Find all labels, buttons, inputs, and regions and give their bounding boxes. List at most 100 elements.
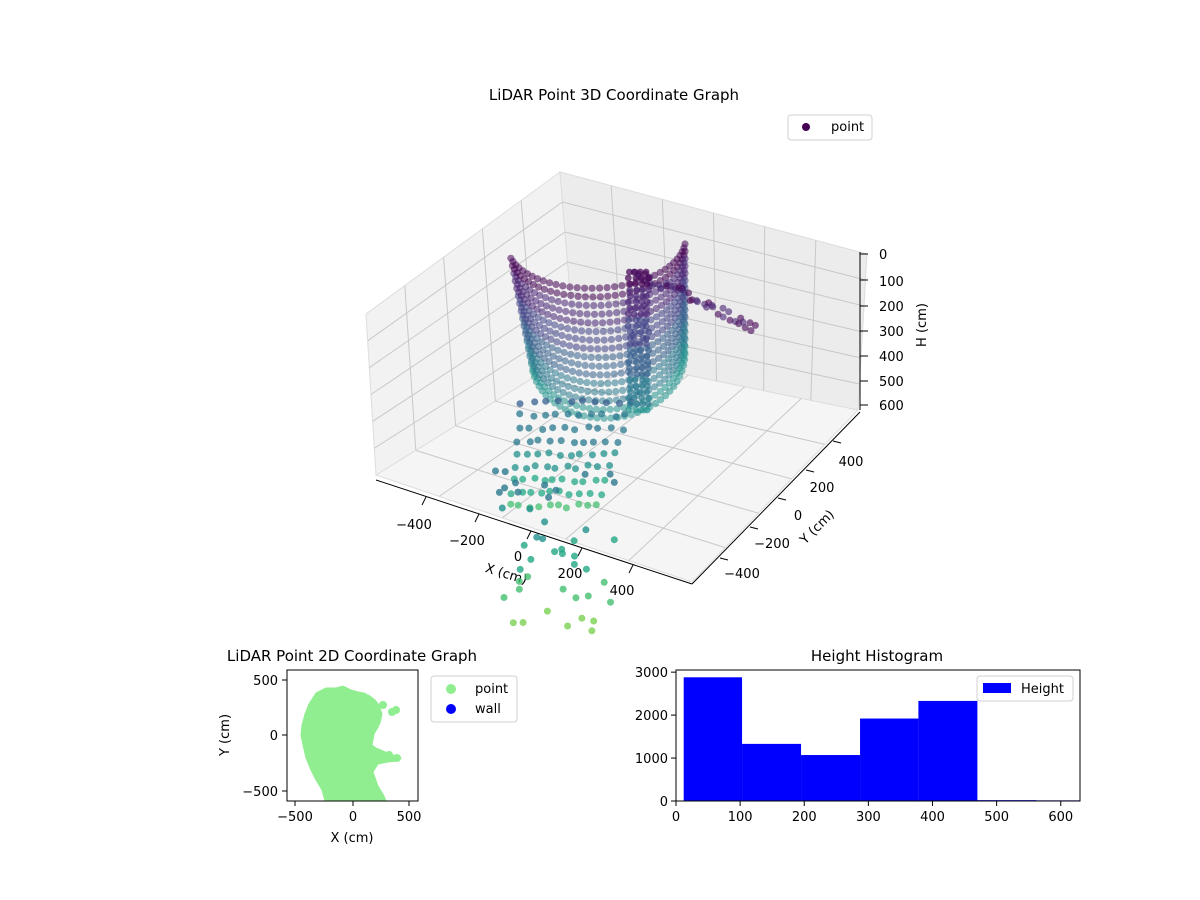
point-3d bbox=[611, 283, 619, 291]
point-3d bbox=[588, 451, 596, 459]
point-3d bbox=[536, 291, 544, 299]
point-3d bbox=[643, 310, 651, 318]
point-3d bbox=[643, 298, 651, 306]
point-3d bbox=[631, 328, 639, 336]
point-3d bbox=[614, 439, 622, 446]
point-3d bbox=[642, 268, 650, 276]
point-3d bbox=[552, 280, 560, 289]
point-3d bbox=[546, 327, 554, 335]
point-3d bbox=[596, 293, 605, 301]
x-axis-line bbox=[375, 479, 693, 585]
point-3d bbox=[592, 328, 600, 336]
point-3d bbox=[539, 535, 547, 543]
point-3d bbox=[513, 450, 521, 458]
point-3d bbox=[501, 468, 509, 476]
grid-line bbox=[369, 231, 566, 369]
point-3d bbox=[678, 367, 686, 375]
point-3d bbox=[681, 262, 689, 270]
point-3d bbox=[666, 387, 674, 395]
point-3d bbox=[566, 342, 574, 350]
point-3d bbox=[586, 336, 594, 344]
point-3d bbox=[541, 481, 549, 489]
x-tick-label: 600 bbox=[1048, 810, 1073, 825]
point-3d bbox=[633, 286, 641, 294]
point-3d bbox=[605, 301, 613, 309]
point-3d bbox=[681, 356, 689, 364]
point-3d bbox=[552, 329, 560, 337]
legend-2d-marker-wall bbox=[446, 704, 456, 714]
pane-floor bbox=[374, 351, 859, 583]
point-3d bbox=[630, 394, 638, 402]
point-3d bbox=[725, 308, 733, 316]
point-3d bbox=[636, 388, 644, 396]
point-3d bbox=[632, 406, 640, 414]
point-3d bbox=[651, 400, 660, 408]
point-3d bbox=[597, 380, 605, 388]
point-3d bbox=[507, 500, 515, 508]
point-3d bbox=[588, 362, 596, 370]
point-3d bbox=[681, 335, 689, 343]
point-3d bbox=[638, 370, 646, 378]
point-3d bbox=[520, 541, 528, 549]
point-3d bbox=[564, 462, 572, 470]
point-3d bbox=[617, 360, 625, 368]
point-3d bbox=[637, 328, 645, 336]
point-3d bbox=[685, 289, 693, 297]
point-3d bbox=[567, 291, 575, 300]
point-3d bbox=[681, 269, 689, 277]
point-3d bbox=[643, 406, 651, 414]
point-3d bbox=[645, 286, 653, 294]
plot-2d-title: LiDAR Point 2D Coordinate Graph bbox=[227, 647, 477, 665]
point-3d bbox=[643, 376, 650, 384]
point-3d bbox=[561, 299, 569, 307]
point-3d bbox=[626, 292, 634, 300]
point-3d bbox=[681, 240, 689, 248]
point-3d bbox=[624, 298, 632, 306]
y-tick-label: 400 bbox=[839, 455, 864, 470]
point-3d bbox=[556, 402, 564, 410]
grid-line bbox=[455, 425, 759, 514]
point-3d bbox=[585, 396, 593, 404]
point-3d bbox=[545, 279, 554, 287]
point-3d bbox=[624, 310, 632, 318]
y-tick-label: 0 bbox=[660, 795, 668, 810]
point-3d bbox=[648, 341, 656, 349]
point-2d bbox=[392, 706, 400, 714]
point-3d bbox=[545, 493, 553, 501]
point-3d bbox=[560, 348, 568, 357]
point-3d bbox=[584, 501, 592, 509]
point-3d bbox=[548, 296, 556, 304]
point-3d bbox=[558, 545, 566, 553]
point-3d bbox=[534, 436, 542, 444]
point-3d bbox=[693, 297, 700, 304]
point-3d bbox=[546, 487, 554, 495]
point-3d bbox=[561, 357, 569, 365]
point-3d bbox=[631, 268, 639, 276]
point-3d bbox=[639, 364, 646, 372]
x-tick-label: 500 bbox=[984, 810, 1009, 825]
point-3d bbox=[645, 328, 653, 336]
point-3d bbox=[575, 490, 583, 498]
point-3d bbox=[537, 300, 545, 308]
point-3d bbox=[739, 318, 747, 326]
point-3d bbox=[626, 286, 634, 294]
point-3d bbox=[549, 304, 557, 312]
point-3d bbox=[661, 392, 670, 400]
histogram-bar bbox=[683, 677, 743, 801]
point-3d bbox=[651, 391, 659, 399]
point-3d bbox=[598, 310, 606, 318]
point-3d bbox=[556, 363, 564, 371]
point-3d bbox=[681, 255, 689, 263]
point-3d bbox=[555, 501, 562, 509]
point-3d bbox=[581, 284, 589, 292]
point-3d bbox=[596, 284, 604, 292]
point-3d bbox=[681, 306, 689, 314]
point-3d bbox=[626, 304, 633, 312]
point-3d bbox=[632, 292, 640, 300]
point-3d bbox=[539, 277, 547, 285]
point-3d bbox=[598, 388, 606, 396]
point-3d bbox=[568, 359, 576, 367]
point-3d bbox=[638, 394, 646, 402]
point-3d bbox=[606, 462, 614, 469]
